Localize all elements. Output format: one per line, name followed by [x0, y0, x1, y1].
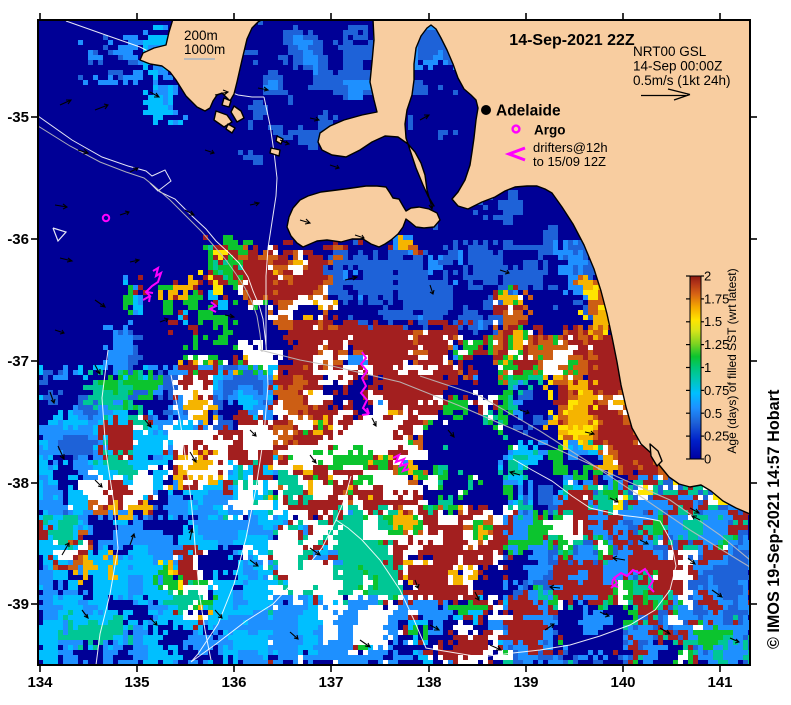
svg-text:1: 1 — [704, 360, 711, 375]
svg-text:2: 2 — [704, 269, 711, 284]
svg-text:Age (days) of filled SST (wrt: Age (days) of filled SST (wrt latest) — [725, 268, 739, 453]
svg-text:141: 141 — [707, 674, 732, 691]
svg-text:138: 138 — [416, 674, 441, 691]
svg-text:1.75: 1.75 — [704, 291, 729, 306]
svg-text:-35: -35 — [7, 109, 29, 126]
svg-text:200m: 200m — [184, 28, 218, 43]
svg-text:140: 140 — [610, 674, 635, 691]
svg-text:0.25: 0.25 — [704, 429, 729, 444]
svg-text:0.5: 0.5 — [704, 406, 722, 421]
svg-text:© IMOS 19-Sep-2021 14:57 Hobar: © IMOS 19-Sep-2021 14:57 Hobart — [765, 389, 783, 649]
svg-text:1.5: 1.5 — [704, 314, 722, 329]
svg-text:to 15/09 12Z: to 15/09 12Z — [533, 154, 606, 169]
svg-text:1000m: 1000m — [184, 42, 225, 57]
svg-text:136: 136 — [221, 674, 246, 691]
svg-text:-36: -36 — [7, 231, 29, 248]
svg-text:Argo: Argo — [534, 123, 566, 138]
svg-text:139: 139 — [513, 674, 538, 691]
svg-text:0.5m/s (1kt 24h): 0.5m/s (1kt 24h) — [633, 73, 731, 88]
svg-text:0.75: 0.75 — [704, 383, 729, 398]
svg-text:-38: -38 — [7, 475, 29, 492]
svg-text:-39: -39 — [7, 596, 29, 613]
svg-text:0: 0 — [704, 452, 711, 467]
svg-text:134: 134 — [27, 674, 53, 691]
svg-text:1.25: 1.25 — [704, 337, 729, 352]
svg-text:drifters@12h: drifters@12h — [533, 140, 608, 155]
svg-text:137: 137 — [318, 674, 343, 691]
svg-text:14-Sep-2021 22Z: 14-Sep-2021 22Z — [509, 32, 635, 49]
svg-text:Adelaide: Adelaide — [496, 103, 561, 120]
svg-text:14-Sep 00:00Z: 14-Sep 00:00Z — [633, 59, 722, 74]
svg-text:-37: -37 — [7, 353, 29, 370]
svg-text:135: 135 — [124, 674, 149, 691]
svg-text:NRT00 GSL: NRT00 GSL — [633, 44, 707, 59]
